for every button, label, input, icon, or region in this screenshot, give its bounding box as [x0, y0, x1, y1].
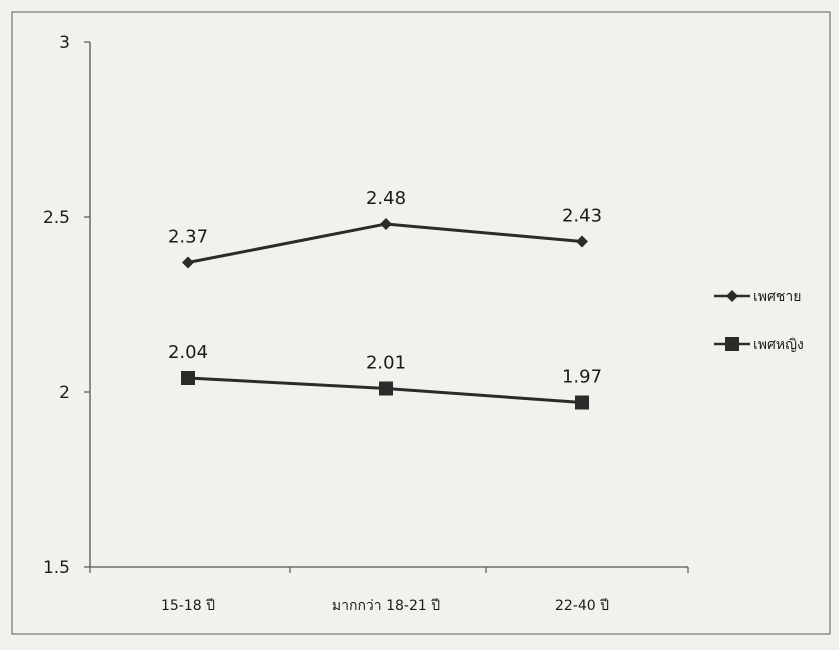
data-label: 2.04 [168, 342, 208, 363]
data-label: 1.97 [562, 367, 602, 388]
data-label: 2.01 [366, 353, 406, 374]
series-2-point [181, 371, 195, 385]
series-layer [181, 218, 589, 410]
y-tick-label: 1.5 [43, 558, 70, 578]
data-label: 2.37 [168, 227, 208, 248]
chart-border [11, 11, 831, 635]
legend-marker-2 [725, 337, 739, 351]
x-category-label: 15-18 ปี [161, 598, 215, 614]
x-category-label: 22-40 ปี [555, 598, 609, 614]
series-1-point [182, 256, 194, 269]
series-line-1 [187, 222, 583, 264]
data-label: 2.43 [562, 206, 602, 227]
y-tick-label: 3 [59, 33, 70, 53]
legend-marker-1 [726, 290, 738, 302]
y-axis-ticks: 3 2.5 2 1.5 [43, 33, 90, 578]
legend-label-1: เพศชาย [753, 289, 801, 305]
y-tick-label: 2.5 [43, 208, 70, 228]
data-label: 2.48 [366, 188, 406, 209]
series-2-point [379, 381, 393, 396]
data-labels-layer: 2.37 2.48 2.43 2.04 2.01 1.97 [168, 188, 602, 388]
series-1-point [576, 235, 588, 248]
x-category-label: มากกว่า 18-21 ปี [332, 598, 440, 614]
series-2-point [575, 395, 589, 410]
series-1-point [380, 218, 392, 230]
y-tick-label: 2 [59, 383, 70, 403]
legend-label-2: เพศหญิง [753, 337, 804, 353]
x-axis-ticks: 15-18 ปี มากกว่า 18-21 ปี 22-40 ปี [89, 567, 689, 614]
